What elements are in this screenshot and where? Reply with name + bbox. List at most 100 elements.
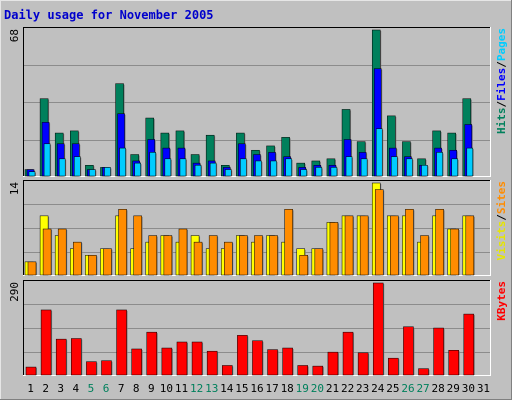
bar-sites-day-4: [73, 241, 82, 276]
bar-pages-day-17: [270, 160, 277, 177]
bar-pages-day-6: [104, 167, 111, 177]
bar-kbytes-day-18: [282, 347, 293, 376]
legend-hits: Hits/Files/Pages: [495, 28, 508, 134]
x-tick-label: 31: [477, 382, 490, 395]
bar-sites-day-16: [254, 235, 263, 276]
x-tick-label: 21: [326, 382, 339, 395]
bar-sites-day-3: [57, 228, 67, 276]
x-tick-label: 26: [401, 382, 414, 395]
bar-pages-day-30: [466, 147, 474, 177]
bar-pages-day-4: [74, 156, 81, 177]
bar-kbytes-day-4: [71, 338, 82, 376]
bar-kbytes-day-9: [146, 331, 158, 376]
bar-sites-day-13: [208, 235, 218, 276]
bar-pages-day-11: [179, 158, 187, 177]
bar-pages-day-15: [240, 158, 247, 177]
bar-sites-day-17: [269, 235, 278, 276]
bar-pages-day-18: [285, 158, 292, 177]
scale-label-hits: 68: [8, 29, 21, 42]
bar-sites-day-9: [148, 235, 158, 276]
bar-pages-day-24: [375, 128, 383, 177]
chart-title: Daily usage for November 2005: [4, 8, 214, 22]
bar-kbytes-day-12: [191, 341, 203, 376]
bar-pages-day-28: [436, 152, 443, 177]
x-tick-label: 27: [416, 382, 429, 395]
bar-pages-day-20: [315, 167, 323, 177]
bar-sites-day-10: [163, 235, 173, 276]
panel-hits: 68 Hits/Files/Pages: [8, 27, 508, 177]
x-tick-label: 7: [118, 382, 125, 395]
bar-pages-day-25: [391, 156, 398, 177]
x-tick-label: 22: [341, 382, 354, 395]
panel-kbytes: 290 KBytes: [8, 280, 508, 376]
bar-sites-day-19: [299, 255, 308, 276]
bar-sites-day-27: [420, 235, 429, 276]
bar-kbytes-day-13: [206, 350, 218, 376]
bar-sites-day-25: [390, 215, 399, 276]
bar-sites-day-30: [465, 215, 475, 276]
x-tick-label: 1: [27, 382, 34, 395]
bar-kbytes-day-1: [25, 366, 37, 376]
x-tick-label: 10: [160, 382, 173, 395]
bar-pages-day-7: [119, 147, 126, 177]
x-tick-label: 25: [386, 382, 399, 395]
bar-kbytes-day-15: [237, 335, 248, 376]
bar-pages-day-19: [300, 169, 307, 177]
bar-pages-day-22: [345, 156, 353, 177]
bar-kbytes-day-30: [463, 313, 475, 376]
legend-item-: /: [495, 61, 508, 68]
legend-item-files: Files: [495, 68, 508, 101]
legend-item-kbytes: KBytes: [495, 281, 508, 321]
x-tick-label: 20: [311, 382, 324, 395]
x-tick-label: 11: [175, 382, 188, 395]
bar-pages-day-8: [134, 162, 141, 177]
series-kbytes: [25, 282, 475, 376]
x-tick-label: 16: [250, 382, 263, 395]
bar-pages-day-16: [255, 160, 262, 177]
x-tick-label: 9: [148, 382, 155, 395]
bar-sites-day-8: [133, 215, 142, 276]
x-tick-label: 19: [296, 382, 309, 395]
bar-sites-day-24: [374, 189, 384, 276]
bar-sites-day-26: [405, 209, 414, 276]
bar-sites-day-22: [344, 215, 354, 276]
x-tick-label: 2: [42, 382, 49, 395]
bar-kbytes-day-14: [222, 365, 233, 376]
x-tick-label: 6: [103, 382, 110, 395]
bar-pages-day-12: [194, 165, 202, 177]
x-tick-label: 13: [205, 382, 218, 395]
panel-visits: 14 Visits/Sites: [8, 180, 508, 276]
legend-item-: /: [495, 214, 508, 221]
bar-sites-day-28: [435, 209, 444, 276]
bar-kbytes-day-22: [342, 331, 354, 376]
bar-kbytes-day-26: [403, 326, 414, 376]
bar-sites-day-12: [193, 241, 203, 276]
bar-kbytes-day-5: [86, 361, 97, 376]
legend-item-visits: Visits: [495, 221, 508, 261]
bar-sites-day-20: [314, 248, 324, 276]
bar-kbytes-day-2: [40, 309, 52, 376]
bar-kbytes-day-20: [312, 365, 324, 376]
legend-kbytes: KBytes: [495, 281, 508, 321]
bar-kbytes-day-17: [267, 349, 278, 376]
x-tick-label: 18: [281, 382, 294, 395]
bar-kbytes-day-24: [372, 282, 384, 376]
bar-pages-day-27: [421, 165, 428, 177]
bar-sites-day-6: [103, 248, 112, 276]
bar-kbytes-day-3: [55, 338, 67, 376]
bar-sites-day-2: [42, 228, 52, 276]
x-tick-label: 24: [371, 382, 385, 395]
bar-sites-day-14: [224, 241, 233, 276]
bar-kbytes-day-27: [418, 368, 429, 376]
bar-sites-day-5: [88, 255, 97, 276]
x-tick-label: 30: [462, 382, 475, 395]
series-sites: [27, 189, 475, 276]
bar-pages-day-26: [406, 158, 413, 177]
bar-kbytes-day-21: [327, 351, 339, 376]
bar-pages-day-3: [58, 158, 66, 177]
bar-sites-day-15: [239, 235, 248, 276]
bar-pages-day-5: [89, 169, 96, 177]
bar-sites-day-23: [359, 215, 369, 276]
